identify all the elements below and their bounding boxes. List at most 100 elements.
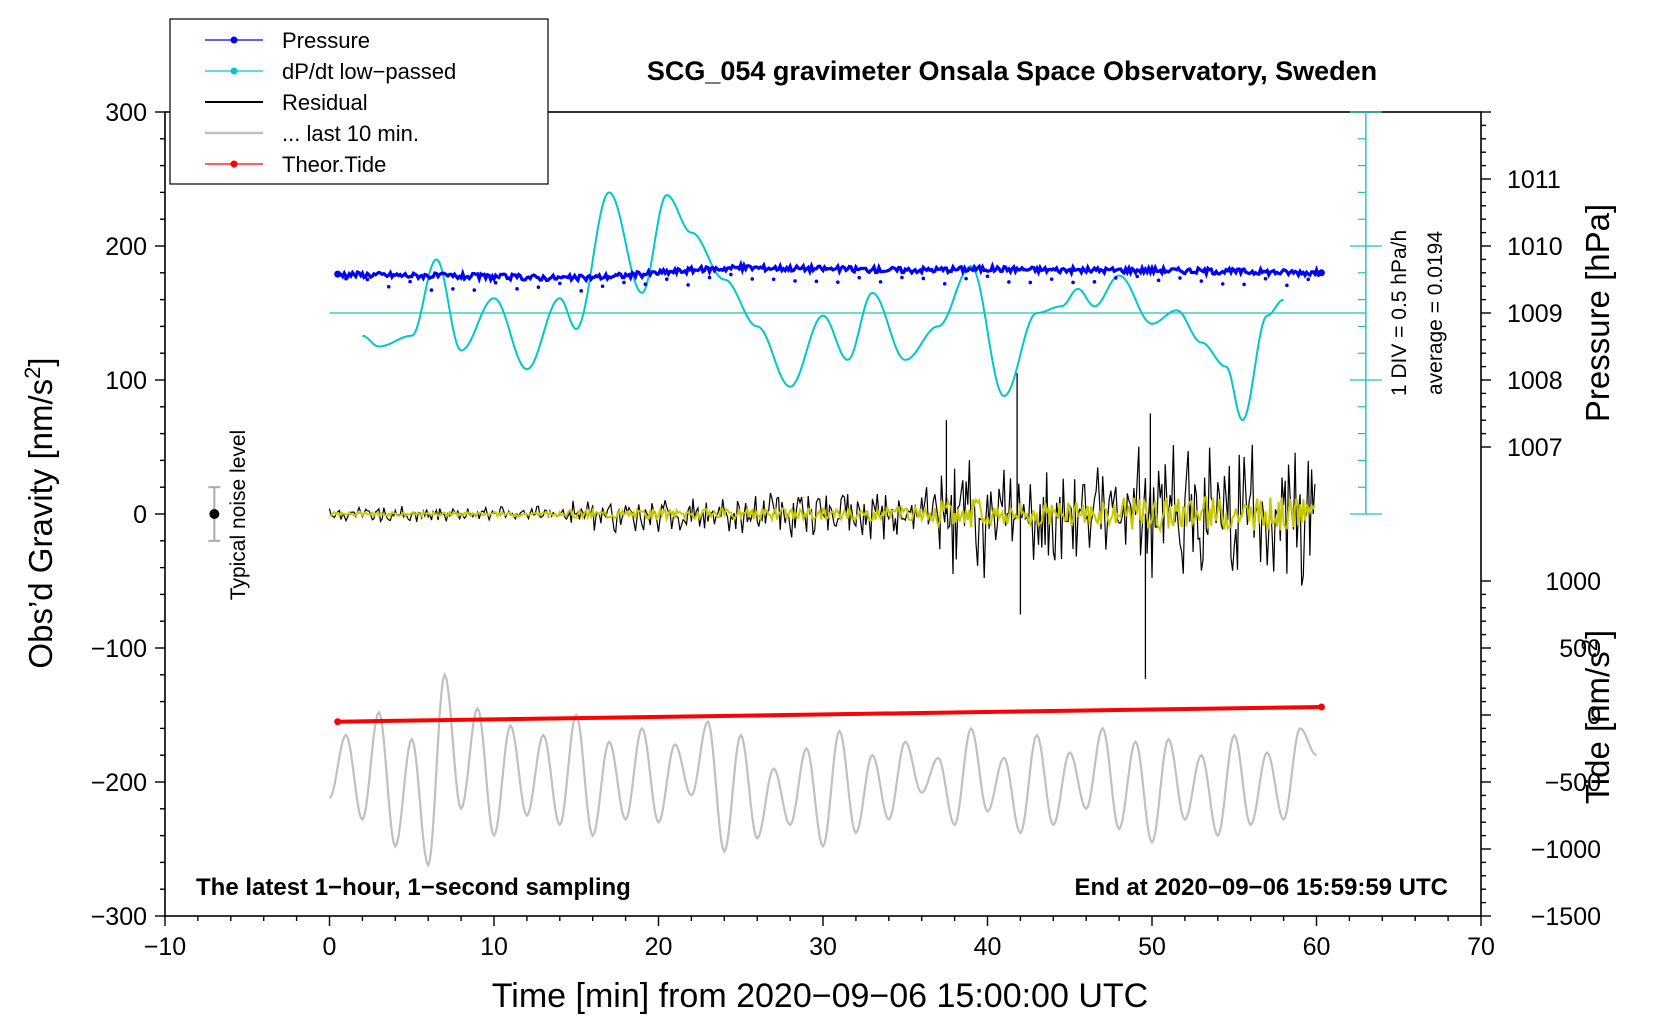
legend-label-residual: Residual [282, 90, 368, 115]
legend-item-pressure: Pressure [205, 28, 370, 53]
y-tick-label: −100 [91, 635, 147, 663]
legend-marker-pressure [230, 36, 238, 44]
pressure-point [1199, 279, 1204, 283]
axes-layer: −10 0 10 20 30 40 50 60 703002001000−100−200−300… [91, 99, 1601, 961]
legend-label-pressure: Pressure [282, 28, 370, 53]
pressure-point [643, 282, 648, 287]
pressure-axis-label: Pressure [hPa] [1579, 204, 1616, 422]
left-y-label-end: ] [22, 357, 59, 366]
series-residual-smoothed-line [329, 496, 1316, 534]
pressure-point [386, 284, 391, 289]
chart-title: SCG_054 gravimeter Onsala Space Observat… [647, 56, 1377, 86]
pressure-point [365, 277, 370, 282]
series-pressure-line [336, 259, 1321, 285]
pressure-point [707, 275, 712, 280]
tide-tick-label: 0 [1587, 702, 1601, 730]
pressure-point [857, 275, 861, 280]
pressure-tick-label: 1011 [1507, 166, 1561, 194]
pressure-tick-label: 1007 [1507, 434, 1563, 462]
y-tick-label: −200 [91, 769, 147, 797]
y-tick-label: 200 [105, 233, 147, 261]
pressure-point [579, 289, 583, 293]
noise-level-label: Typical noise level [227, 430, 250, 600]
legend-item-last10: ... last 10 min. [205, 121, 419, 146]
tide-label-end: ] [1579, 630, 1616, 639]
sampling-annotation: The latest 1−hour, 1−second sampling [196, 874, 631, 901]
pressure-point [771, 277, 776, 282]
y-tick-label: 100 [105, 367, 147, 395]
pressure-point [1242, 282, 1246, 287]
tide-label-sup: 2 [1577, 639, 1602, 651]
series-dpdt-line [362, 191, 1284, 422]
pressure-point [686, 283, 690, 287]
pressure-tick-label: 1008 [1507, 367, 1563, 395]
pressure-point [558, 281, 562, 286]
dpdt-average-label: average = 0.0194 [1424, 231, 1447, 395]
pressure-point [451, 287, 455, 291]
pressure-point [1007, 280, 1011, 284]
pressure-point [1285, 283, 1289, 288]
left-y-label-main: Obs’d Gravity [nm/s [22, 379, 59, 669]
y-tick-label: −300 [91, 903, 147, 931]
tide-tick-label: −1500 [1531, 903, 1601, 931]
x-axis-label: Time [min] from 2020−09−06 15:00:00 UTC [492, 977, 1148, 1015]
tide-point [334, 718, 342, 726]
pressure-point [1263, 276, 1268, 281]
series-last10-line [328, 671, 1317, 868]
legend-item-dpdt: dP/dt low−passed [205, 59, 456, 84]
pressure-point [1220, 282, 1225, 286]
pressure-point [729, 272, 733, 277]
pressure-point [664, 277, 669, 281]
pressure-point [493, 280, 498, 285]
y-tick-label: 300 [105, 99, 147, 127]
pressure-point [622, 280, 626, 285]
pressure-tick-label: 1009 [1507, 300, 1563, 328]
tide-axis-label: Tide [nm/s2] [1577, 630, 1616, 804]
pressure-point [836, 280, 840, 284]
x-tick-label: 70 [1467, 933, 1495, 961]
end-time-annotation: End at 2020−09−06 15:59:59 UTC [1074, 874, 1448, 901]
pressure-point [408, 279, 412, 284]
pressure-endpoint [334, 270, 342, 278]
pressure-point [1114, 276, 1118, 280]
pressure-point [1135, 274, 1139, 279]
pressure-point [985, 274, 990, 279]
tide-tick-label: −500 [1545, 769, 1601, 797]
legend-item-residual: Residual [205, 90, 368, 115]
pressure-point [429, 288, 434, 292]
legend-marker-tide [230, 160, 238, 168]
legend-label-tide: Theor.Tide [282, 152, 386, 177]
pressure-point [921, 276, 926, 281]
pressure-point [1049, 277, 1054, 281]
pressure-point [515, 287, 519, 291]
legend-marker-dpdt [230, 67, 238, 75]
tide-tick-label: −1000 [1531, 836, 1601, 864]
legend: Pressure dP/dt low−passed Residual ... l… [169, 18, 549, 185]
pressure-point [536, 285, 541, 289]
pressure-point [472, 288, 477, 292]
tide-tick-label: 500 [1559, 635, 1601, 663]
x-tick-label: −10 [144, 933, 186, 961]
pressure-point [600, 284, 605, 289]
pressure-endpoint [1317, 269, 1325, 277]
pressure-tick-label: 1010 [1507, 233, 1563, 261]
pressure-point [750, 277, 755, 281]
x-tick-label: 30 [809, 933, 837, 961]
pressure-point [344, 276, 348, 281]
x-tick-label: 50 [1138, 933, 1166, 961]
pressure-point [1306, 277, 1311, 282]
pressure-point [1071, 280, 1075, 285]
x-tick-label: 0 [323, 933, 337, 961]
pressure-point [964, 276, 968, 281]
pressure-point [814, 279, 819, 284]
pressure-point [1156, 278, 1161, 283]
tide-point [1317, 703, 1325, 711]
left-y-label-sup: 2 [20, 367, 45, 379]
x-tick-label: 10 [480, 933, 508, 961]
noise-level-marker [209, 509, 220, 519]
legend-label-last10: ... last 10 min. [282, 121, 419, 146]
tide-label-main: Tide [nm/s [1579, 651, 1616, 804]
x-tick-label: 60 [1303, 933, 1331, 961]
left-y-axis-label: Obs’d Gravity [nm/s2] [20, 357, 59, 668]
